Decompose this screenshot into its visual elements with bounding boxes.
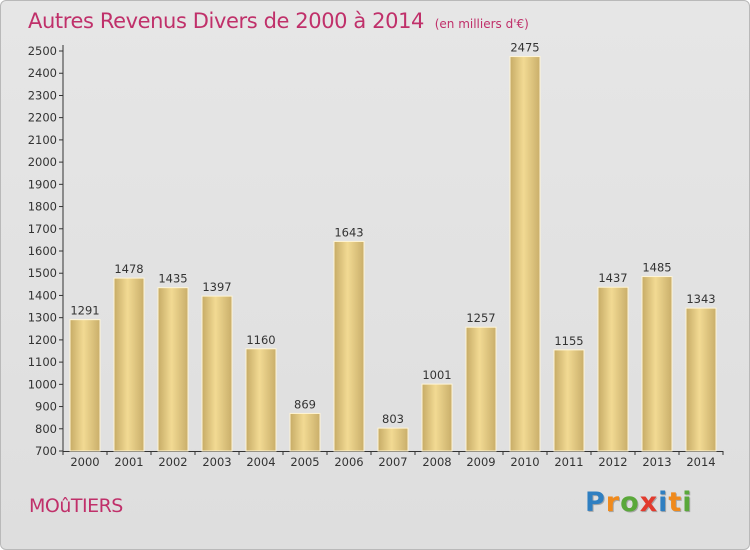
chart-unit: (en milliers d'€) [434,17,529,31]
y-tick-label: 2200 [28,111,57,125]
y-axis-ticks: 700 800 900 1000 1100 1200 1300 1400 1500 1600 170… [28,44,63,458]
data-labels: 1291 1478 1435 1397 1160 869 1643 803 1001 1257 24… [70,41,715,427]
data-label: 1643 [334,225,363,239]
data-label: 1257 [466,311,495,325]
bar [377,427,409,452]
bar [69,319,101,452]
x-tick-label: 2010 [510,455,539,469]
y-tick-label: 1200 [28,333,57,347]
location-name: MOûTIERS [29,495,123,517]
x-tick-label: 2012 [598,455,627,469]
data-label: 1437 [598,271,627,285]
x-tick-label: 2011 [554,455,583,469]
data-label: 1291 [70,304,99,318]
y-tick-label: 1800 [28,200,57,214]
y-tick-label: 1000 [28,377,57,391]
data-label: 1160 [246,333,275,347]
data-label: 1343 [686,292,715,306]
x-tick-label: 2006 [334,455,363,469]
y-tick-label: 2500 [28,44,57,58]
y-tick-label: 2100 [28,133,57,147]
data-label: 1478 [114,262,143,276]
y-tick-label: 1300 [28,311,57,325]
bar [553,349,585,452]
y-tick-label: 1700 [28,222,57,236]
brand-letter: o [620,487,640,518]
bar [201,295,233,452]
chart-title: Autres Revenus Divers de 2000 à 2014 (en… [28,9,529,33]
y-tick-label: 800 [35,422,57,436]
x-tick-label: 2001 [114,455,143,469]
y-tick-label: 1900 [28,177,57,191]
brand-letter: P [585,487,606,518]
bar [245,348,277,452]
bar [509,56,541,452]
x-tick-label: 2002 [158,455,187,469]
y-tick-label: 700 [35,444,57,458]
bar [421,383,453,452]
bars [69,56,717,452]
data-label: 869 [294,397,316,411]
x-tick-label: 2013 [642,455,671,469]
bar [465,326,497,452]
x-tick-label: 2007 [378,455,407,469]
x-tick-label: 2014 [686,455,715,469]
y-tick-label: 2300 [28,88,57,102]
y-tick-label: 1500 [28,266,57,280]
chart-title-text: Autres Revenus Divers de 2000 à 2014 [28,9,425,33]
bar [685,307,717,452]
x-tick-label: 2005 [290,455,319,469]
x-tick-label: 2008 [422,455,451,469]
brand-letter: t [668,487,683,518]
bar [113,277,145,452]
data-label: 1155 [554,334,583,348]
x-axis-ticks: 2000 2001 2002 2003 2004 2005 2006 2007 2008 2009… [62,451,724,469]
x-tick-label: 2009 [466,455,495,469]
x-tick-label: 2000 [70,455,99,469]
x-tick-label: 2004 [246,455,275,469]
brand-letter: i [682,487,693,518]
y-tick-label: 2400 [28,66,57,80]
y-tick-label: 2000 [28,155,57,169]
bar [597,286,629,452]
y-tick-label: 1400 [28,288,57,302]
data-label: 1397 [202,280,231,294]
data-label: 2475 [510,41,539,55]
brand-letter: x [639,487,659,518]
bar [289,412,321,452]
y-tick-label: 900 [35,400,57,414]
brand-letter: i [658,487,669,518]
data-label: 1435 [158,272,187,286]
bar [333,240,365,452]
y-tick-label: 1600 [28,244,57,258]
data-label: 1001 [422,368,451,382]
data-label: 803 [382,412,404,426]
y-tick-label: 1100 [28,355,57,369]
bar [157,287,189,452]
brand-logo[interactable]: Proxiti [585,487,693,518]
x-tick-label: 2003 [202,455,231,469]
brand-letter: r [605,487,621,518]
data-label: 1485 [642,261,671,275]
bar [641,276,673,452]
